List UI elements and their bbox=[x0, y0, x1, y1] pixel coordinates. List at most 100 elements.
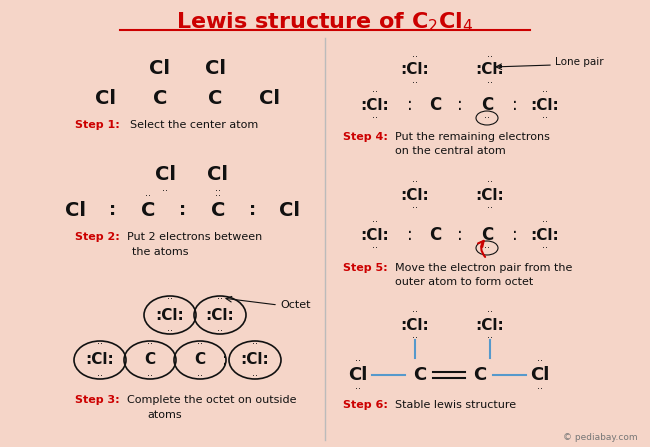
Text: Step 1:: Step 1: bbox=[75, 120, 120, 130]
Text: ··: ·· bbox=[412, 52, 418, 62]
Text: Select the center atom: Select the center atom bbox=[130, 120, 258, 130]
Text: Put 2 electrons between: Put 2 electrons between bbox=[127, 232, 262, 242]
Text: C: C bbox=[429, 226, 441, 244]
Text: C: C bbox=[413, 366, 426, 384]
Text: :Cl:: :Cl: bbox=[476, 63, 504, 77]
Text: :Cl:: :Cl: bbox=[400, 63, 430, 77]
Text: ··: ·· bbox=[197, 339, 203, 349]
Text: :Cl:: :Cl: bbox=[205, 308, 235, 322]
Text: atoms: atoms bbox=[148, 410, 182, 420]
Text: :: : bbox=[512, 226, 518, 244]
Text: Octet: Octet bbox=[280, 300, 311, 310]
Text: :Cl:: :Cl: bbox=[240, 353, 269, 367]
Text: ··: ·· bbox=[97, 371, 103, 381]
Text: Lone pair: Lone pair bbox=[555, 57, 604, 67]
Text: ··: ·· bbox=[412, 78, 418, 88]
Text: :: : bbox=[250, 201, 257, 219]
Text: Cl: Cl bbox=[348, 366, 368, 384]
Text: C: C bbox=[194, 353, 205, 367]
Text: :: : bbox=[407, 96, 413, 114]
Text: ··: ·· bbox=[252, 371, 258, 381]
Text: Stable lewis structure: Stable lewis structure bbox=[395, 400, 516, 410]
Text: ··: ·· bbox=[162, 186, 168, 196]
Text: ··: ·· bbox=[145, 191, 151, 201]
Text: Move the electron pair from the: Move the electron pair from the bbox=[395, 263, 573, 273]
Text: C: C bbox=[429, 96, 441, 114]
Text: ··: ·· bbox=[487, 78, 493, 88]
Text: Cl: Cl bbox=[280, 201, 300, 219]
Text: ··: ·· bbox=[147, 371, 153, 381]
Text: :: : bbox=[222, 351, 228, 369]
Text: :: : bbox=[109, 201, 116, 219]
Text: ··: ·· bbox=[372, 243, 378, 253]
Text: ··: ·· bbox=[542, 87, 548, 97]
Text: ··: ·· bbox=[484, 243, 490, 253]
Text: :Cl:: :Cl: bbox=[530, 97, 560, 113]
Text: :: : bbox=[457, 96, 463, 114]
Text: :Cl:: :Cl: bbox=[476, 317, 504, 333]
Text: ··: ·· bbox=[252, 339, 258, 349]
Text: ··: ·· bbox=[487, 177, 493, 187]
Text: Put the remaining electrons: Put the remaining electrons bbox=[395, 132, 550, 142]
Text: :Cl:: :Cl: bbox=[86, 353, 114, 367]
Text: :Cl:: :Cl: bbox=[476, 187, 504, 202]
Text: ··: ·· bbox=[355, 356, 361, 366]
Text: ··: ·· bbox=[197, 371, 203, 381]
Text: ··: ·· bbox=[542, 113, 548, 123]
Text: ··: ·· bbox=[537, 384, 543, 394]
Text: Step 3:: Step 3: bbox=[75, 395, 120, 405]
Text: on the central atom: on the central atom bbox=[395, 146, 506, 156]
Text: ··: ·· bbox=[412, 333, 418, 343]
Text: the atoms: the atoms bbox=[132, 247, 188, 257]
Text: ··: ·· bbox=[412, 307, 418, 317]
Text: ··: ·· bbox=[487, 307, 493, 317]
Text: C: C bbox=[481, 96, 493, 114]
Text: ··: ·· bbox=[412, 177, 418, 187]
Text: :: : bbox=[512, 96, 518, 114]
Text: C: C bbox=[211, 201, 225, 219]
Text: ··: ·· bbox=[97, 339, 103, 349]
Text: :Cl:: :Cl: bbox=[155, 308, 185, 322]
Text: C: C bbox=[153, 89, 167, 107]
Text: ··: ·· bbox=[542, 217, 548, 227]
Text: ··: ·· bbox=[487, 52, 493, 62]
Text: ··: ·· bbox=[484, 113, 490, 123]
Text: Cl: Cl bbox=[207, 165, 229, 185]
Text: Step 6:: Step 6: bbox=[343, 400, 388, 410]
Text: ··: ·· bbox=[215, 186, 221, 196]
Text: ··: ·· bbox=[537, 356, 543, 366]
Text: ··: ·· bbox=[355, 384, 361, 394]
Text: Step 4:: Step 4: bbox=[343, 132, 388, 142]
Text: ··: ·· bbox=[167, 294, 173, 304]
Text: :: : bbox=[179, 201, 187, 219]
Text: :Cl:: :Cl: bbox=[361, 228, 389, 243]
Text: ··: ·· bbox=[372, 87, 378, 97]
Text: :Cl:: :Cl: bbox=[400, 317, 430, 333]
Text: © pediabay.com: © pediabay.com bbox=[564, 434, 638, 443]
Text: ··: ·· bbox=[217, 326, 223, 336]
Text: :: : bbox=[172, 351, 178, 369]
Text: ··: ·· bbox=[542, 243, 548, 253]
Text: Complete the octet on outside: Complete the octet on outside bbox=[127, 395, 296, 405]
Text: ··: ·· bbox=[487, 203, 493, 213]
Text: Step 5:: Step 5: bbox=[343, 263, 387, 273]
Text: C: C bbox=[473, 366, 487, 384]
Text: ··: ·· bbox=[412, 203, 418, 213]
Text: ··: ·· bbox=[487, 333, 493, 343]
Text: Cl: Cl bbox=[64, 201, 86, 219]
Text: C: C bbox=[208, 89, 222, 107]
Text: Cl: Cl bbox=[530, 366, 550, 384]
Text: ··: ·· bbox=[217, 294, 223, 304]
Text: Cl: Cl bbox=[205, 59, 226, 77]
Text: Lewis structure of C$_2$Cl$_4$: Lewis structure of C$_2$Cl$_4$ bbox=[176, 10, 474, 34]
Text: :Cl:: :Cl: bbox=[530, 228, 560, 243]
Text: ··: ·· bbox=[147, 339, 153, 349]
Text: ··: ·· bbox=[372, 113, 378, 123]
Text: Cl: Cl bbox=[155, 165, 176, 185]
Text: ··: ·· bbox=[167, 326, 173, 336]
Text: Cl: Cl bbox=[259, 89, 281, 107]
Text: Cl: Cl bbox=[150, 59, 170, 77]
Text: :Cl:: :Cl: bbox=[361, 97, 389, 113]
Text: :: : bbox=[457, 226, 463, 244]
Text: :: : bbox=[407, 226, 413, 244]
